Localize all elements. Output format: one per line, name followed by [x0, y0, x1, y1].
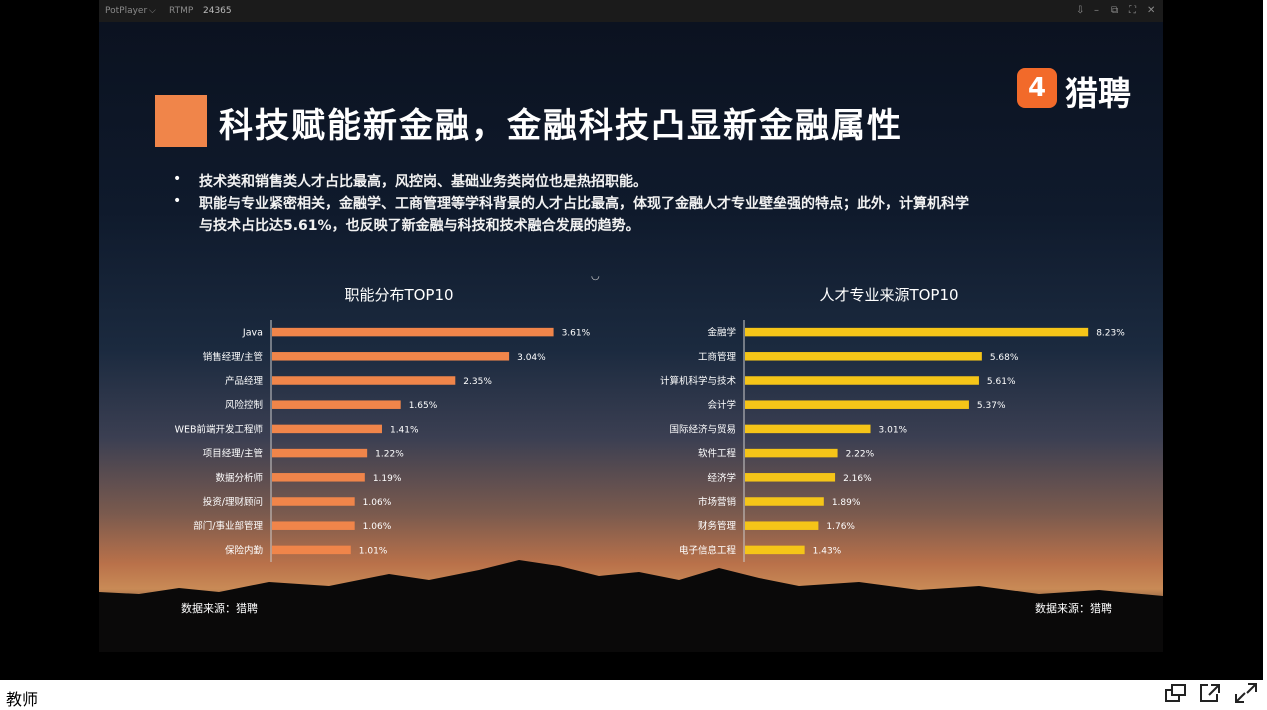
value-label: 2.22%: [846, 450, 875, 460]
title-accent-square: [155, 95, 207, 147]
category-label: 会计学: [707, 399, 736, 411]
bar: [272, 376, 456, 385]
bar: [745, 497, 824, 506]
bullet-text: 技术类和销售类人才占比最高，风控岗、基础业务类岗位也是热招职能。: [199, 174, 647, 190]
bar: [745, 352, 982, 361]
category-label: 计算机科学与技术: [660, 375, 737, 387]
fullscreen-icon[interactable]: [1234, 682, 1258, 704]
category-label: 投资/理财顾问: [203, 496, 263, 508]
category-label: 销售经理/主管: [203, 351, 263, 363]
value-label: 2.16%: [843, 474, 872, 484]
value-label: 3.01%: [879, 425, 908, 435]
stream-id: 24365: [203, 6, 232, 16]
category-label: 市场营销: [698, 496, 737, 508]
slide-title: 科技赋能新金融，金融科技凸显新金融属性: [219, 106, 903, 146]
category-label: 经济学: [707, 472, 736, 484]
bullet-mark: •: [173, 171, 182, 187]
bar: [272, 352, 510, 361]
category-label: 保险内勤: [225, 544, 263, 556]
value-label: 1.19%: [373, 474, 402, 484]
chevron-down-icon[interactable]: ⌵: [149, 6, 156, 16]
value-label: 3.61%: [562, 329, 591, 339]
minimize-icon[interactable]: –: [1094, 5, 1099, 16]
pin-icon[interactable]: ⇩: [1076, 5, 1085, 16]
bar: [272, 473, 365, 482]
bar: [745, 448, 838, 458]
teacher-label: 教师: [6, 690, 39, 709]
category-label: 项目经理/主管: [203, 448, 263, 460]
data-source-right: 数据来源：猎聘: [1035, 602, 1112, 615]
moon-icon: ◡: [591, 271, 600, 282]
bullet-mark: •: [173, 193, 182, 209]
value-label: 1.41%: [390, 425, 419, 435]
close-icon[interactable]: ✕: [1147, 5, 1156, 16]
category-label: 电子信息工程: [679, 544, 737, 556]
restore-icon[interactable]: ⧉: [1111, 5, 1119, 16]
value-label: 5.37%: [977, 401, 1006, 411]
logo-mark-icon: 4: [1017, 68, 1057, 108]
category-label: 数据分析师: [215, 472, 263, 484]
value-label: 1.76%: [826, 522, 855, 532]
category-label: 工商管理: [698, 351, 737, 363]
player-app-name[interactable]: PotPlayer: [105, 6, 148, 16]
logo-text: 猎聘: [1065, 74, 1131, 113]
value-label: 1.06%: [363, 522, 392, 532]
bar: [272, 545, 351, 555]
bar: [745, 473, 836, 482]
value-label: 1.22%: [375, 450, 404, 460]
maximize-icon[interactable]: ⛶: [1129, 5, 1136, 16]
category-label: 软件工程: [698, 448, 737, 460]
category-label: 部门/事业部管理: [193, 520, 263, 532]
bar: [745, 400, 969, 409]
data-source-left: 数据来源：猎聘: [181, 602, 258, 615]
chart-functions: Java 3.61% 销售经理/主管 3.04% 产品经理 2.35% 风险控制 1.65% W…: [175, 320, 591, 562]
value-label: 1.65%: [409, 401, 438, 411]
value-label: 2.35%: [463, 377, 492, 387]
player-titlebar: PotPlayer ⌵ RTMP 24365 ⇩ – ⧉ ⛶ ✕: [99, 0, 1163, 22]
category-label: 国际经济与贸易: [669, 423, 736, 435]
category-label: Java: [242, 328, 263, 339]
category-label: 风险控制: [225, 399, 263, 411]
bullet-text: 职能与专业紧密相关，金融学、工商管理等学科背景的人才占比最高，体现了金融人才专业…: [199, 196, 969, 212]
bar: [272, 327, 554, 337]
value-label: 3.04%: [517, 353, 546, 363]
bar: [272, 497, 355, 506]
bullet-text-continued: 与技术占比达5.61%，也反映了新金融与科技和技术融合发展的趋势。: [199, 218, 640, 234]
bar: [272, 448, 368, 458]
chart-title-majors: 人才专业来源TOP10: [819, 286, 959, 304]
presentation-slide: 科技赋能新金融，金融科技凸显新金融属性 4 猎聘 • 技术类和销售类人才占比最高…: [99, 22, 1163, 652]
mountain-silhouette: [99, 560, 1163, 652]
bar: [745, 545, 805, 555]
bar: [272, 521, 355, 530]
value-label: 1.06%: [363, 498, 392, 508]
category-label: 金融学: [707, 327, 736, 339]
screen-switch-icon[interactable]: [1164, 682, 1188, 704]
value-label: 5.61%: [987, 377, 1016, 387]
stream-label: RTMP: [169, 6, 194, 16]
chart-majors: 金融学 8.23% 工商管理 5.68% 计算机科学与技术 5.61% 会计学 5.37% 国际…: [660, 320, 1125, 562]
category-label: 财务管理: [698, 520, 737, 532]
chart-title-functions: 职能分布TOP10: [344, 286, 454, 304]
category-label: 产品经理: [225, 375, 264, 387]
value-label: 1.89%: [832, 498, 861, 508]
bar: [272, 400, 401, 409]
bar: [272, 424, 382, 434]
value-label: 5.68%: [990, 353, 1019, 363]
popout-icon[interactable]: [1198, 682, 1222, 704]
value-label: 1.43%: [813, 546, 842, 556]
value-label: 1.01%: [359, 546, 388, 556]
bar: [745, 424, 871, 434]
bar: [745, 521, 819, 530]
category-label: WEB前端开发工程师: [175, 423, 263, 435]
bar: [745, 327, 1089, 337]
value-label: 8.23%: [1096, 329, 1125, 339]
bar: [745, 376, 979, 385]
